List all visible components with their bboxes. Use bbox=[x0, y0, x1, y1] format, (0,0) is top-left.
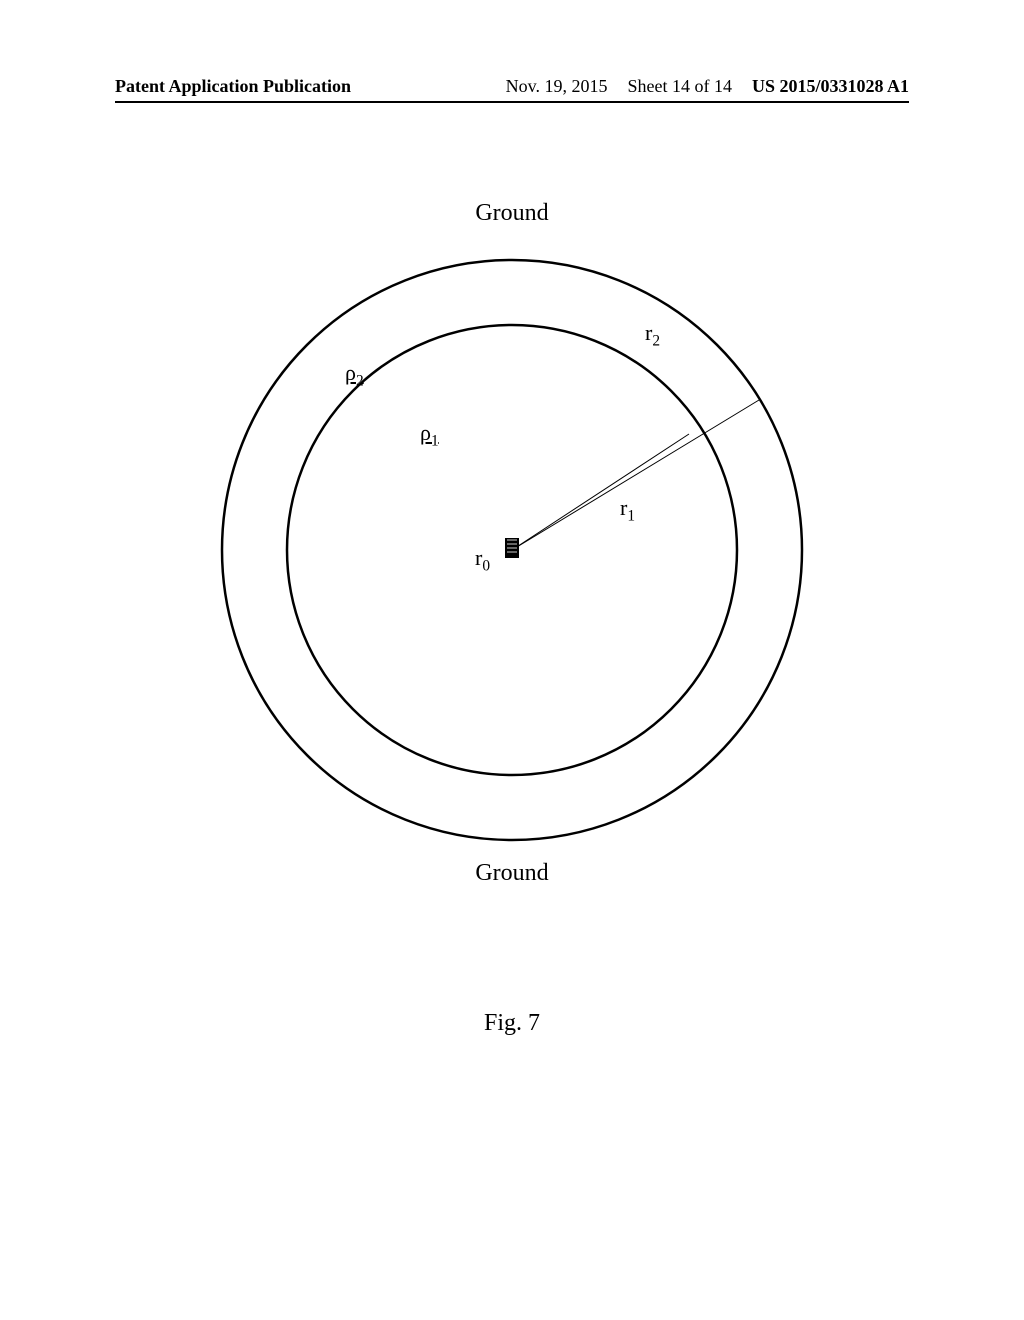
label-ground-bottom: Ground bbox=[0, 860, 1024, 887]
r0-subscript: 0 bbox=[482, 557, 490, 574]
label-r2: r2 bbox=[645, 320, 660, 350]
header-publication-number: US 2015/0331028 A1 bbox=[752, 76, 909, 97]
rho2-subscript: 2 bbox=[356, 372, 364, 389]
concentric-circles-diagram bbox=[202, 240, 822, 860]
rho1-subscript: 1 bbox=[431, 432, 439, 449]
header-sheet: Sheet 14 of 14 bbox=[627, 76, 731, 97]
radius-line-r2 bbox=[512, 400, 759, 550]
r1-subscript: 1 bbox=[627, 507, 635, 524]
figure-caption: Fig. 7 bbox=[0, 1010, 1024, 1037]
r2-subscript: 2 bbox=[652, 332, 660, 349]
label-r1: r1 bbox=[620, 495, 635, 525]
header-date: Nov. 19, 2015 bbox=[506, 76, 608, 97]
page-header: Patent Application Publication Nov. 19, … bbox=[115, 76, 909, 103]
label-rho1: ρ1 bbox=[420, 420, 439, 450]
label-rho2: ρ2 bbox=[345, 360, 364, 390]
radius-line-r1 bbox=[512, 434, 689, 550]
header-publication-type: Patent Application Publication bbox=[115, 76, 351, 97]
rho2-symbol: ρ bbox=[345, 360, 356, 385]
label-r0: r0 bbox=[475, 545, 490, 575]
rho1-symbol: ρ bbox=[420, 420, 431, 445]
label-ground-top: Ground bbox=[0, 200, 1024, 227]
header-right-group: Nov. 19, 2015 Sheet 14 of 14 US 2015/033… bbox=[506, 76, 909, 97]
